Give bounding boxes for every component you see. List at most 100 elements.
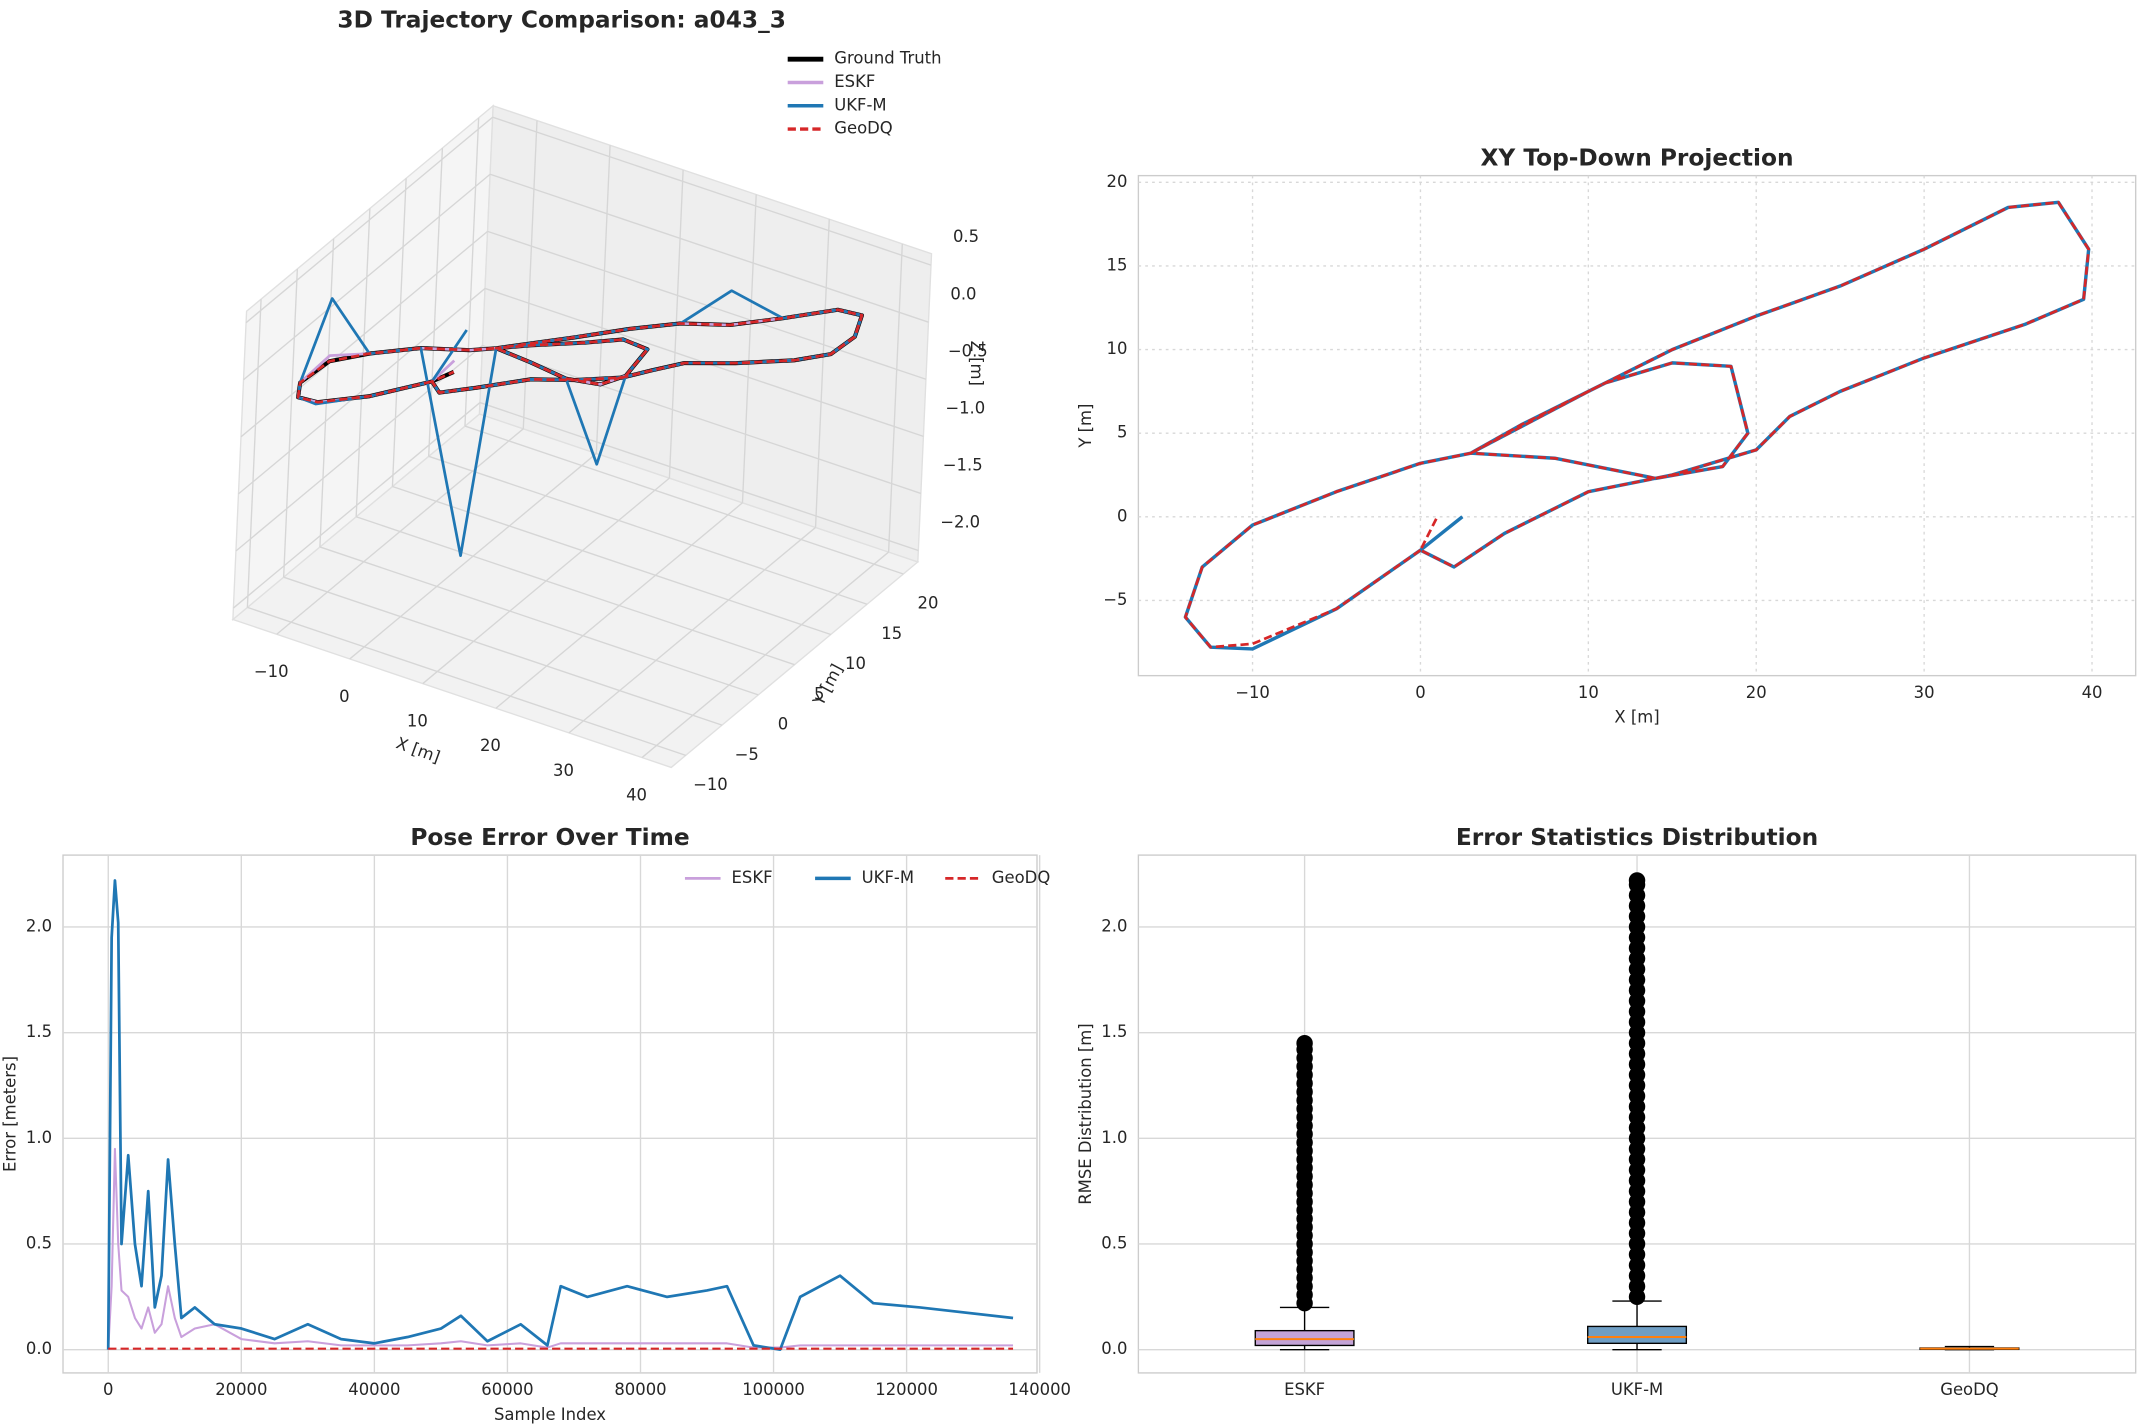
flier [1628,872,1646,889]
y-tick-label: 15 [881,624,902,643]
x-tick-label: 60000 [481,1380,533,1399]
grid-line [319,238,335,547]
series-line [106,879,1014,1352]
chart-title: Error Statistics Distribution [1456,824,1818,851]
y-tick-label: 15 [1107,255,1128,274]
series-line [296,308,864,404]
grid-line [243,173,491,381]
x-tick-label: 40 [2082,683,2103,702]
grid-line [489,173,929,323]
x-tick-label: 20 [1746,683,1767,702]
grid-line [240,230,489,438]
legend-label: UKF-M [834,95,886,114]
grid-line [235,344,483,552]
x-tick-label: −10 [1235,683,1270,702]
grid-line [392,485,832,636]
grid-line [247,606,686,756]
z-tick-label: −2.0 [940,513,980,532]
y-tick-label: −5 [1103,590,1127,609]
legend-label: GeoDQ [834,119,892,138]
y-tick-label: 0 [1117,506,1127,525]
grid-line [355,516,795,666]
x-tick-label: GeoDQ [1940,1380,1998,1399]
y-tick-label: 10 [845,654,866,673]
series-line [107,1147,1014,1350]
x-tick-label: 0 [103,1380,113,1399]
box [1587,1325,1688,1345]
plot-area [62,854,1038,1374]
legend-label: ESKF [732,868,773,887]
grid-line [482,344,922,495]
z-tick-label: −1.0 [945,398,985,417]
grid-line [282,268,299,578]
x-tick-label: ESKF [1284,1380,1325,1399]
x-tick-label: 100000 [742,1380,805,1399]
x-tick-label: 30 [553,761,574,780]
legend-label: GeoDQ [992,868,1050,887]
legend-label: UKF-M [862,868,914,887]
y-axis-label: RMSE Distribution [m] [1076,1023,1095,1204]
y-tick-label: 20 [918,594,939,613]
x-axis-label: X [m] [394,733,443,766]
y-axis-label: Y [m] [1076,404,1095,449]
chart-title: Pose Error Over Time [410,824,689,851]
z-tick-label: −0.5 [948,341,988,360]
z-axis-label: Z [m] [967,341,986,386]
series-line [1184,200,2091,649]
y-tick-label: 1.5 [26,1022,52,1041]
x-axis-label: X [m] [1614,708,1659,727]
grid-line [245,116,494,324]
plot-area [1137,174,2137,677]
x-tick-label: 30 [1914,683,1935,702]
grid-line [492,116,932,266]
x-tick-label: 10 [407,711,428,730]
grid-line [887,243,903,553]
x-tick-label: 40000 [348,1380,400,1399]
y-tick-label: 5 [814,684,824,703]
grid-line [522,120,538,429]
grid-line [283,576,723,726]
grid-line [391,178,407,487]
grid-line [595,145,611,454]
x-tick-label: 10 [1578,683,1599,702]
y-tick-label: 1.5 [1101,1022,1127,1041]
x-tick-label: 80000 [614,1380,666,1399]
y-tick-label: 0.0 [1101,1339,1127,1358]
x-tick-label: 120000 [875,1380,938,1399]
x-tick-label: UKF-M [1611,1380,1663,1399]
y-tick-label: 2.0 [26,916,52,935]
grid-line [238,287,486,495]
legend-label: ESKF [834,72,875,91]
chart-title: XY Top-Down Projection [1480,145,1793,172]
x-tick-label: 140000 [1008,1380,1071,1399]
y-tick-label: 5 [1117,423,1127,442]
z-tick-label: 0.0 [950,284,976,303]
legend-label: Ground Truth [834,49,941,68]
chart-title: 3D Trajectory Comparison: a043_3 [337,6,785,33]
grid-line [246,299,262,608]
y-tick-label: 2.0 [1101,916,1127,935]
grid-line [479,401,919,552]
y-tick-label: 1.0 [1101,1128,1127,1147]
y-tick-label: 0.5 [1101,1233,1127,1252]
x-tick-label: 20000 [215,1380,267,1399]
y-tick-label: 0.0 [26,1339,52,1358]
grid-line [355,208,371,517]
y-tick-label: 20 [1107,172,1128,191]
x-tick-label: 20 [480,736,501,755]
x-tick-label: 0 [339,687,349,706]
x-tick-label: −10 [254,662,289,681]
y-tick-label: 0 [778,715,788,734]
z-tick-label: 0.5 [953,227,979,246]
z-tick-label: −1.5 [943,456,983,475]
grid-line [814,219,830,528]
y-tick-label: −5 [735,745,759,764]
y-tick-label: 1.0 [26,1128,52,1147]
x-tick-label: 40 [626,785,647,804]
grid-line [428,455,868,605]
y-tick-label: 10 [1107,339,1128,358]
grid-line [319,546,759,696]
y-tick-label: 0.5 [26,1233,52,1252]
